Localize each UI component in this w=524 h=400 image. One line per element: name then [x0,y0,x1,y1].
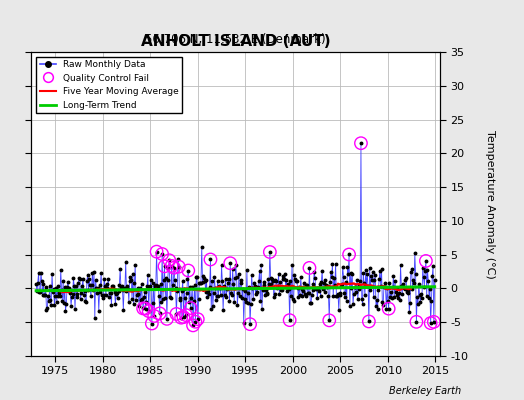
Point [172,311,181,317]
Point [246,321,254,327]
Title: ANHOLT ISLAND (AUT): ANHOLT ISLAND (AUT) [141,34,331,50]
Point [193,316,202,322]
Point [187,305,195,311]
Point [174,264,183,270]
Point [170,264,178,271]
Point [286,317,294,323]
Point [168,263,176,269]
Point [158,251,166,257]
Point [152,248,161,255]
Point [206,256,215,263]
Point [184,267,192,274]
Point [266,249,274,255]
Point [357,140,365,146]
Point [148,320,156,327]
Point [305,265,314,271]
Point [422,258,430,264]
Point [177,314,185,321]
Point [345,251,353,258]
Point [139,305,147,312]
Point [162,316,171,322]
Point [150,313,158,319]
Point [427,320,435,326]
Point [412,319,421,325]
Point [160,263,169,270]
Y-axis label: Temperature Anomaly (°C): Temperature Anomaly (°C) [485,130,495,278]
Point [182,312,190,318]
Point [189,322,197,328]
Point [141,305,150,312]
Point [165,257,173,264]
Text: Berkeley Earth: Berkeley Earth [389,386,461,396]
Point [365,318,373,325]
Point [226,260,234,266]
Point [179,314,188,320]
Point [385,306,393,312]
Legend: Raw Monthly Data, Quality Control Fail, Five Year Moving Average, Long-Term Tren: Raw Monthly Data, Quality Control Fail, … [36,56,182,113]
Text: 56.706 N, 11.532 E (Denmark): 56.706 N, 11.532 E (Denmark) [146,33,326,46]
Point [325,317,333,324]
Point [430,319,438,325]
Point [145,308,153,314]
Point [156,310,164,316]
Point [191,318,200,325]
